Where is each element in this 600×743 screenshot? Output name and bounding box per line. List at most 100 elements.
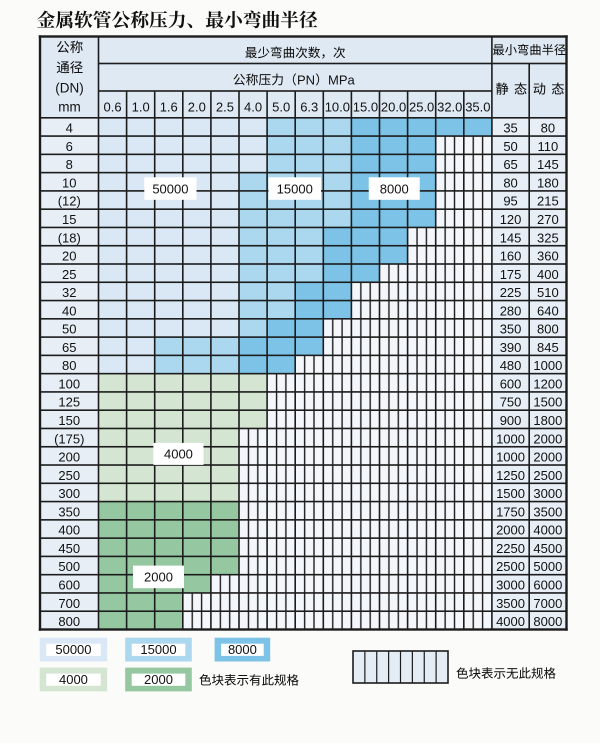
svg-text:4000: 4000 (164, 447, 193, 462)
svg-text:80: 80 (62, 358, 76, 373)
svg-text:2.5: 2.5 (216, 100, 234, 115)
svg-text:1000: 1000 (496, 431, 525, 446)
svg-text:65: 65 (62, 340, 76, 355)
svg-text:350: 350 (58, 504, 80, 519)
svg-text:180: 180 (537, 175, 559, 190)
svg-text:360: 360 (537, 249, 559, 264)
svg-text:4.0: 4.0 (244, 100, 262, 115)
svg-text:700: 700 (58, 596, 80, 611)
svg-text:50: 50 (503, 139, 517, 154)
svg-text:900: 900 (500, 413, 522, 428)
svg-text:400: 400 (537, 267, 559, 282)
svg-text:100: 100 (58, 376, 80, 391)
svg-text:PN: PN (297, 72, 315, 87)
svg-text:200: 200 (58, 450, 80, 465)
svg-text:4: 4 (66, 121, 73, 136)
svg-text:1750: 1750 (496, 504, 525, 519)
svg-text:3500: 3500 (533, 504, 562, 519)
svg-text:2500: 2500 (533, 468, 562, 483)
svg-text:175: 175 (500, 267, 522, 282)
svg-text:2000: 2000 (533, 431, 562, 446)
svg-text:(18): (18) (58, 230, 81, 245)
svg-text:145: 145 (500, 230, 522, 245)
svg-text:32: 32 (62, 285, 76, 300)
svg-text:215: 215 (537, 194, 559, 209)
svg-text:20.0: 20.0 (381, 100, 406, 115)
svg-text:(12): (12) (58, 194, 81, 209)
svg-text:110: 110 (537, 139, 558, 154)
svg-text:1800: 1800 (533, 413, 562, 428)
svg-text:35: 35 (503, 121, 517, 136)
svg-text:1200: 1200 (533, 376, 562, 391)
svg-text:280: 280 (500, 303, 522, 318)
svg-text:510: 510 (537, 285, 559, 300)
svg-text:6.3: 6.3 (300, 100, 318, 115)
svg-text:15000: 15000 (140, 642, 176, 657)
svg-text:10.0: 10.0 (325, 100, 350, 115)
svg-text:250: 250 (58, 468, 80, 483)
svg-text:1.6: 1.6 (160, 100, 178, 115)
svg-text:2000: 2000 (144, 570, 173, 585)
svg-text:350: 350 (500, 322, 522, 337)
svg-text:0.6: 0.6 (104, 100, 122, 115)
svg-text:3000: 3000 (533, 486, 562, 501)
svg-text:50000: 50000 (152, 181, 188, 196)
svg-text:3000: 3000 (496, 577, 525, 592)
svg-text:1500: 1500 (533, 395, 562, 410)
svg-text:8000: 8000 (228, 642, 257, 657)
svg-text:15000: 15000 (277, 181, 313, 196)
svg-text:2.0: 2.0 (188, 100, 206, 115)
svg-text:4500: 4500 (533, 541, 562, 556)
svg-text:50000: 50000 (55, 642, 91, 657)
svg-text:3500: 3500 (496, 596, 525, 611)
svg-text:225: 225 (500, 285, 522, 300)
svg-text:(DN): (DN) (55, 80, 84, 95)
svg-text:5000: 5000 (533, 559, 562, 574)
svg-text:125: 125 (58, 395, 80, 410)
svg-text:15: 15 (62, 212, 76, 227)
svg-text:2250: 2250 (496, 541, 525, 556)
svg-text:270: 270 (537, 212, 559, 227)
svg-text:80: 80 (503, 175, 517, 190)
svg-text:800: 800 (537, 322, 559, 337)
svg-text:1000: 1000 (496, 450, 525, 465)
svg-text:6000: 6000 (533, 577, 562, 592)
svg-text:25: 25 (62, 267, 76, 282)
svg-text:25.0: 25.0 (409, 100, 434, 115)
svg-text:2000: 2000 (144, 672, 173, 687)
svg-text:2000: 2000 (533, 450, 562, 465)
svg-text:mm: mm (58, 100, 81, 115)
svg-text:300: 300 (58, 486, 80, 501)
svg-text:480: 480 (500, 358, 522, 373)
svg-text:4000: 4000 (59, 672, 88, 687)
svg-text:4000: 4000 (533, 523, 562, 538)
svg-text:32.0: 32.0 (437, 100, 462, 115)
svg-text:390: 390 (500, 340, 522, 355)
svg-text:20: 20 (62, 249, 76, 264)
svg-text:120: 120 (500, 212, 522, 227)
svg-text:1250: 1250 (496, 468, 525, 483)
svg-text:35.0: 35.0 (465, 100, 490, 115)
svg-text:2500: 2500 (496, 559, 525, 574)
svg-text:5.0: 5.0 (272, 100, 290, 115)
svg-text:50: 50 (62, 322, 76, 337)
svg-text:600: 600 (500, 376, 522, 391)
svg-text:160: 160 (500, 249, 522, 264)
svg-text:750: 750 (500, 395, 522, 410)
svg-text:95: 95 (503, 194, 517, 209)
svg-text:80: 80 (541, 121, 555, 136)
svg-text:325: 325 (537, 230, 559, 245)
svg-text:1.0: 1.0 (132, 100, 150, 115)
svg-text:10: 10 (62, 175, 76, 190)
svg-text:1000: 1000 (533, 358, 562, 373)
svg-text:145: 145 (537, 157, 559, 172)
svg-text:845: 845 (537, 340, 559, 355)
svg-text:MPa: MPa (328, 72, 356, 87)
svg-text:6: 6 (66, 139, 73, 154)
svg-text:65: 65 (503, 157, 517, 172)
svg-text:40: 40 (62, 303, 76, 318)
svg-text:(175): (175) (54, 431, 84, 446)
svg-text:1500: 1500 (496, 486, 525, 501)
svg-text:8000: 8000 (533, 614, 562, 629)
svg-text:400: 400 (58, 523, 80, 538)
